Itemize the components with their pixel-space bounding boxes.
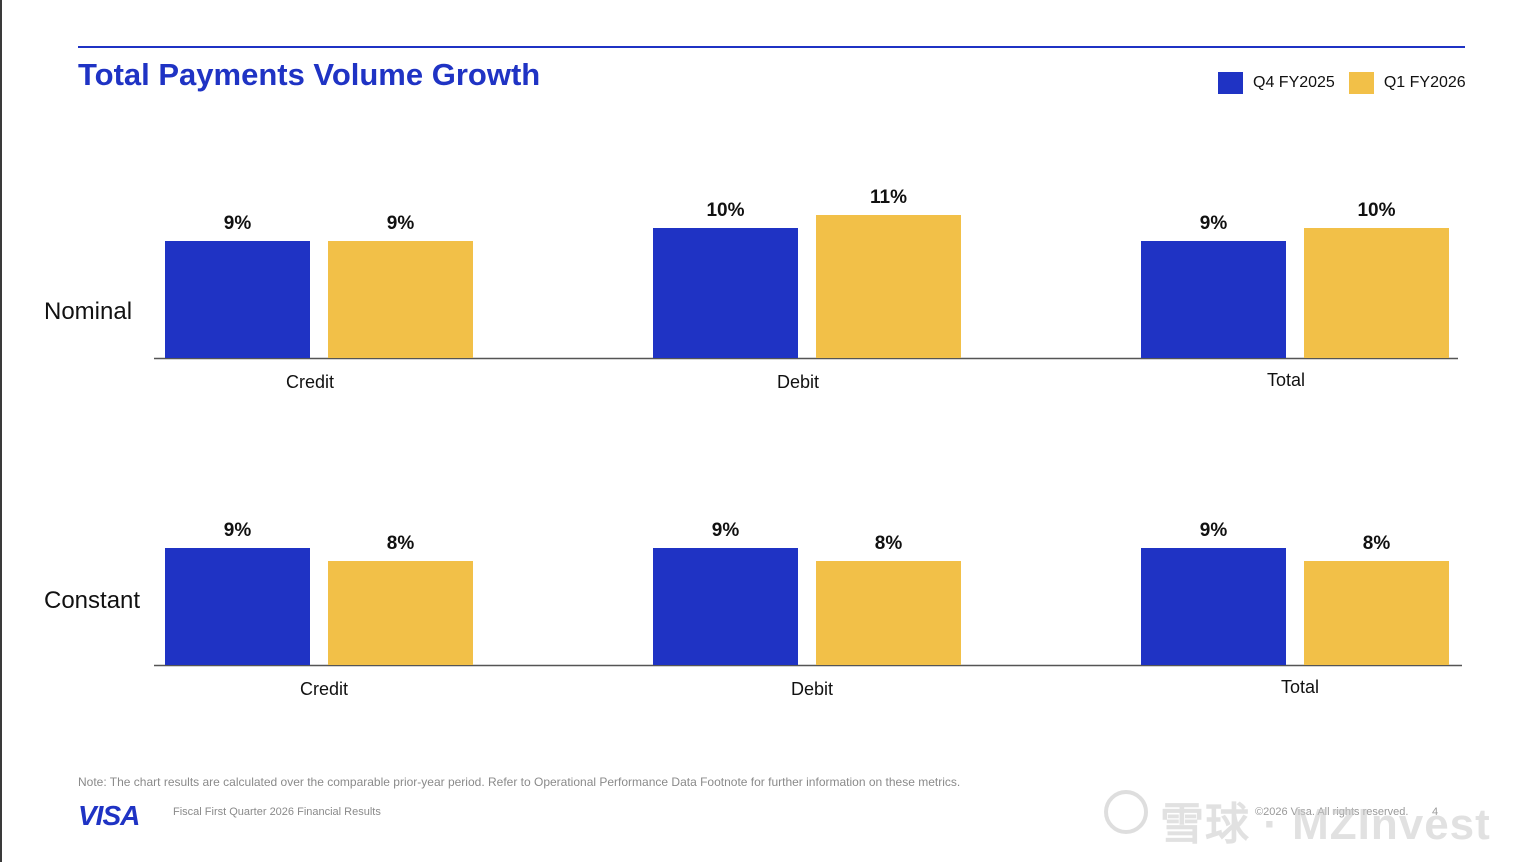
bar-constant-debit-q1-fy2026 bbox=[816, 561, 961, 665]
visa-logo: VISA bbox=[78, 800, 140, 831]
bar-constant-credit-q1-fy2026 bbox=[328, 561, 473, 665]
category-label: Total bbox=[1267, 370, 1305, 390]
bar-nominal-total-q4-fy2025 bbox=[1141, 241, 1286, 358]
bar-constant-debit-q4-fy2025 bbox=[653, 548, 798, 665]
data-label: 9% bbox=[387, 213, 415, 234]
category-label: Credit bbox=[300, 679, 348, 699]
data-label: 9% bbox=[1200, 520, 1228, 541]
data-label: 9% bbox=[712, 520, 740, 541]
legend-swatch-q4 bbox=[1218, 72, 1243, 94]
watermark-logo-icon bbox=[1104, 790, 1148, 834]
legend-item-q1-fy2026: Q1 FY2026 bbox=[1348, 72, 1466, 94]
watermark: 雪球 · MZInvest bbox=[1160, 800, 1491, 849]
bar-nominal-total-q1-fy2026 bbox=[1304, 228, 1449, 358]
title-rule bbox=[78, 46, 1465, 48]
data-label: 10% bbox=[706, 200, 744, 221]
category-label: Debit bbox=[791, 679, 833, 699]
data-label: 9% bbox=[1200, 213, 1228, 234]
left-border bbox=[0, 0, 2, 862]
legend: Q4 FY2025 Q1 FY2026 bbox=[1218, 72, 1480, 94]
data-label: 9% bbox=[224, 520, 252, 541]
data-label: 8% bbox=[875, 533, 903, 554]
bar-constant-credit-q4-fy2025 bbox=[165, 548, 310, 665]
page-number: 4 bbox=[1432, 806, 1439, 818]
category-label: Total bbox=[1281, 677, 1319, 697]
bar-constant-total-q4-fy2025 bbox=[1141, 548, 1286, 665]
row-label-constant: Constant bbox=[44, 587, 141, 614]
data-label: 11% bbox=[870, 187, 907, 208]
bar-nominal-credit-q1-fy2026 bbox=[328, 241, 473, 358]
data-label: 8% bbox=[1363, 533, 1391, 554]
bar-constant-total-q1-fy2026 bbox=[1304, 561, 1449, 665]
copyright: ©2026 Visa. All rights reserved. bbox=[1255, 806, 1409, 818]
data-label: 8% bbox=[387, 533, 415, 554]
data-label: 9% bbox=[224, 213, 252, 234]
bar-nominal-credit-q4-fy2025 bbox=[165, 241, 310, 358]
data-label: 10% bbox=[1357, 200, 1395, 221]
row-label-nominal: Nominal bbox=[44, 298, 133, 325]
footnote: Note: The chart results are calculated o… bbox=[78, 775, 961, 789]
page-title: Total Payments Volume Growth bbox=[78, 57, 541, 92]
bar-nominal-debit-q4-fy2025 bbox=[653, 228, 798, 358]
legend-item-q4-fy2025: Q4 FY2025 bbox=[1218, 72, 1335, 94]
bar-nominal-debit-q1-fy2026 bbox=[816, 215, 961, 358]
category-label: Credit bbox=[286, 372, 334, 392]
legend-label: Q4 FY2025 bbox=[1253, 74, 1335, 91]
legend-label: Q1 FY2026 bbox=[1383, 74, 1466, 91]
legend-swatch-q1 bbox=[1348, 72, 1374, 94]
category-label: Debit bbox=[777, 372, 819, 392]
footer-subtitle: Fiscal First Quarter 2026 Financial Resu… bbox=[173, 806, 381, 818]
